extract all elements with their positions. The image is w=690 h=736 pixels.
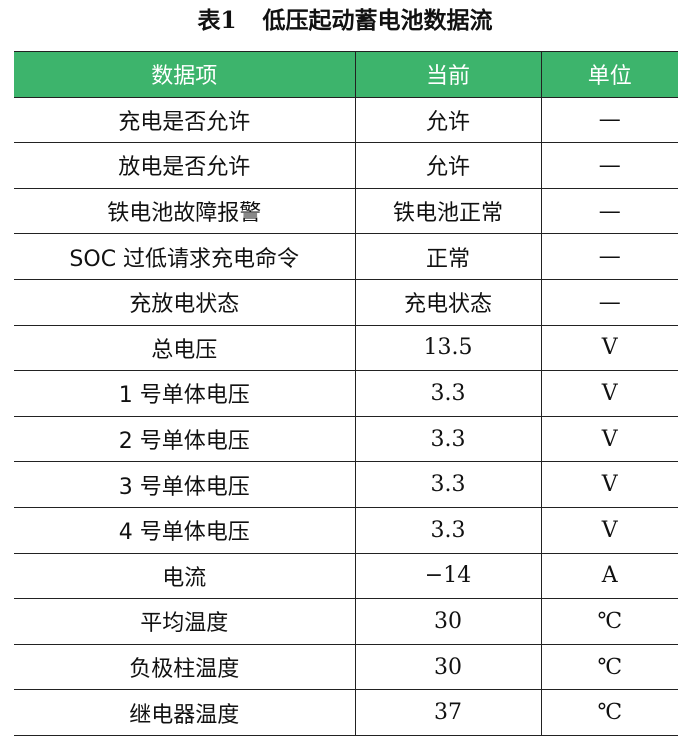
cell-unit: V	[540, 416, 678, 463]
cell-current: 铁电池正常	[354, 188, 541, 235]
cell-item: 电流	[14, 553, 355, 600]
cell-unit: ℃	[540, 598, 678, 645]
cell-unit: —	[540, 97, 678, 144]
cell-item: 铁电池故障报警	[14, 188, 355, 235]
cell-unit: —	[540, 233, 678, 280]
cell-item: 平均温度	[14, 598, 355, 645]
cell-current: 允许	[354, 142, 541, 189]
cell-unit: V	[540, 507, 678, 554]
cell-current: 充电状态	[354, 279, 541, 326]
caption-text: 低压起动蓄电池数据流	[262, 7, 493, 34]
cell-current: 30	[354, 598, 541, 645]
cell-current: 37	[354, 689, 541, 736]
cell-unit: V	[540, 461, 678, 508]
cell-current: 3.3	[354, 461, 541, 508]
cell-current: 3.3	[354, 507, 541, 554]
table-row: SOC 过低请求充电命令 正常 —	[14, 233, 678, 280]
table-row: 1 号单体电压 3.3 V	[14, 370, 678, 417]
caption-number: 表1	[197, 7, 237, 34]
header-item: 数据项	[14, 51, 355, 98]
cell-unit: V	[540, 325, 678, 372]
cell-current: 允许	[354, 97, 541, 144]
table-caption: 表1 低压起动蓄电池数据流	[0, 4, 690, 38]
table-row: 4 号单体电压 3.3 V	[14, 507, 678, 554]
cell-unit: —	[540, 188, 678, 235]
cell-current: 3.3	[354, 370, 541, 417]
cell-item: SOC 过低请求充电命令	[14, 233, 355, 280]
table-row: 充电是否允许 允许 —	[14, 97, 678, 144]
table-row: 电流 −14 A	[14, 553, 678, 600]
cell-current: 正常	[354, 233, 541, 280]
table-row: 总电压 13.5 V	[14, 325, 678, 372]
table-row: 继电器温度 37 ℃	[14, 689, 678, 736]
table-row: 放电是否允许 允许 —	[14, 142, 678, 189]
cell-unit: A	[540, 553, 678, 600]
cell-unit: V	[540, 370, 678, 417]
table-row: 铁电池故障报警 铁电池正常 —	[14, 188, 678, 235]
cell-item: 负极柱温度	[14, 644, 355, 691]
data-table: 数据项 当前 单位 充电是否允许 允许 — 放电是否允许 允许 — 铁电池故障报警 铁电池正常…	[14, 51, 678, 736]
header-row: 数据项 当前 单位	[14, 51, 678, 98]
cell-current: 30	[354, 644, 541, 691]
cell-unit: ℃	[540, 644, 678, 691]
table-row: 3 号单体电压 3.3 V	[14, 461, 678, 508]
cell-item: 放电是否允许	[14, 142, 355, 189]
header-unit: 单位	[540, 51, 678, 98]
cell-current: −14	[354, 553, 541, 600]
cell-item: 充电是否允许	[14, 97, 355, 144]
table-row: 负极柱温度 30 ℃	[14, 644, 678, 691]
cell-item: 继电器温度	[14, 689, 355, 736]
table-row: 充放电状态 充电状态 —	[14, 279, 678, 326]
cell-item: 2 号单体电压	[14, 416, 355, 463]
cell-unit: —	[540, 279, 678, 326]
cell-item: 4 号单体电压	[14, 507, 355, 554]
cell-item: 3 号单体电压	[14, 461, 355, 508]
cell-current: 3.3	[354, 416, 541, 463]
cell-unit: ℃	[540, 689, 678, 736]
cell-item: 总电压	[14, 325, 355, 372]
cell-item: 充放电状态	[14, 279, 355, 326]
table-row: 平均温度 30 ℃	[14, 598, 678, 645]
cell-current: 13.5	[354, 325, 541, 372]
cell-item: 1 号单体电压	[14, 370, 355, 417]
header-current: 当前	[354, 51, 541, 98]
cell-unit: —	[540, 142, 678, 189]
table-row: 2 号单体电压 3.3 V	[14, 416, 678, 463]
